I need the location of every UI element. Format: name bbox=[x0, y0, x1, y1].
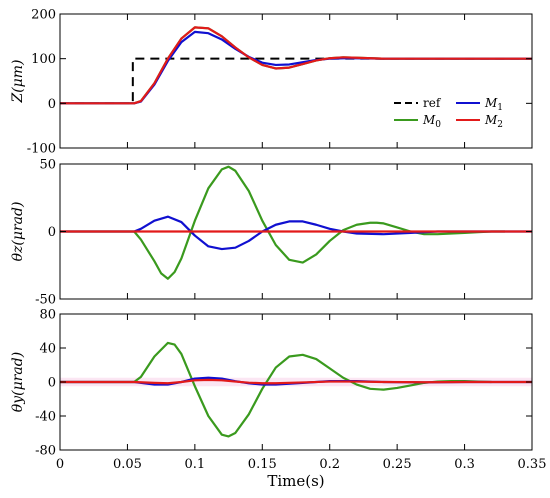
y-tick-label: -50 bbox=[35, 293, 56, 308]
x-tick-label: 0.05 bbox=[113, 457, 142, 472]
y-axis-label: Z(μm) bbox=[10, 59, 26, 103]
x-tick-label: 0.15 bbox=[248, 457, 277, 472]
y-tick-label: -100 bbox=[27, 142, 56, 157]
x-tick-label: 0.3 bbox=[454, 457, 475, 472]
y-tick-label: 100 bbox=[31, 52, 56, 67]
series-line-m2 bbox=[60, 26, 532, 105]
legend-label-subscript: 2 bbox=[497, 120, 503, 130]
x-tick-label: 0 bbox=[56, 457, 64, 472]
y-tick-label: 200 bbox=[31, 8, 56, 23]
x-tick-label: 0.25 bbox=[383, 457, 412, 472]
panel-3: -80 -40 0 40 80 0 0.05 0.1 0.15 0.2 0.25 0.3 0.35 θy(… bbox=[10, 308, 546, 473]
legend: ref M1 M0 M2 bbox=[394, 96, 503, 130]
y-tick-label: -40 bbox=[35, 410, 56, 425]
x-tick-label: 0.35 bbox=[518, 457, 547, 472]
x-tick-label: 0.1 bbox=[185, 457, 206, 472]
y-axis-label: θz(μrad) bbox=[10, 202, 26, 262]
y-tick-label: 0 bbox=[48, 97, 56, 112]
legend-label-ref: ref bbox=[423, 96, 442, 110]
axes-frame bbox=[59, 13, 533, 149]
legend-label-m2: M2 bbox=[484, 113, 503, 130]
y-tick-label: -80 bbox=[35, 444, 56, 459]
series-group bbox=[60, 341, 532, 438]
x-axis-label: Time(s) bbox=[267, 472, 324, 490]
series-line-m0 bbox=[60, 165, 506, 280]
legend-label-m0: M0 bbox=[422, 113, 441, 130]
legend-label-subscript: 0 bbox=[435, 120, 441, 130]
series-group bbox=[60, 165, 532, 280]
y-tick-label: 0 bbox=[48, 376, 56, 391]
series-line-m1 bbox=[60, 30, 532, 105]
x-tick-label: 0.2 bbox=[319, 457, 340, 472]
y-axis-label: θy(μrad) bbox=[10, 352, 26, 412]
y-tick-label: 80 bbox=[39, 308, 56, 323]
legend-label-m1: M1 bbox=[484, 96, 503, 113]
legend-label-subscript: 1 bbox=[497, 103, 503, 113]
series-line-m0 bbox=[60, 341, 492, 438]
series-group bbox=[60, 26, 532, 105]
series-line-m1 bbox=[60, 215, 532, 251]
y-tick-label: 50 bbox=[39, 158, 56, 173]
panel-2: -50 0 50 θz(μrad) bbox=[10, 158, 533, 308]
series-line-m2 bbox=[60, 378, 532, 385]
y-tick-label: 40 bbox=[39, 342, 56, 357]
y-tick-label: 0 bbox=[48, 225, 56, 240]
panel-1: -100 0 100 200 Z(μm) ref M1 M0 M2 bbox=[10, 8, 533, 157]
